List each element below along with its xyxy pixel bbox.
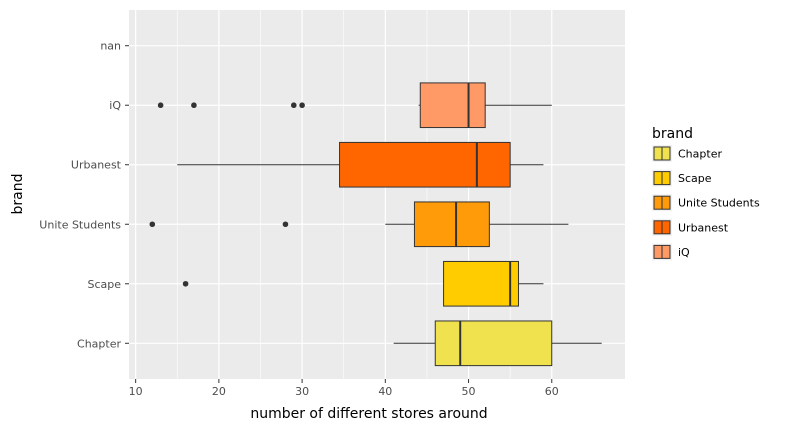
outlier-point — [282, 221, 289, 228]
legend-label: Unite Students — [678, 197, 760, 210]
y-tick-label: iQ — [109, 99, 121, 112]
box-unite-students — [149, 201, 569, 248]
x-tick-label: 30 — [295, 385, 309, 398]
box-iq — [157, 82, 552, 129]
legend-label: Scape — [678, 172, 712, 185]
y-tick-label: Urbanest — [71, 159, 122, 172]
box-iqr — [443, 260, 519, 307]
boxes-layer — [149, 82, 602, 367]
outlier-point — [299, 102, 305, 109]
box-iqr — [413, 201, 490, 248]
y-tick-label: Scape — [87, 278, 121, 291]
outlier-point — [290, 102, 297, 109]
legend-label: Urbanest — [678, 221, 729, 234]
box-iqr — [419, 82, 486, 129]
x-tick-label: 10 — [129, 385, 143, 398]
x-tick-label: 40 — [378, 385, 392, 398]
x-tick-label: 20 — [212, 385, 226, 398]
y-tick-label: nan — [100, 40, 121, 53]
legend-item-urbanest: Urbanest — [652, 218, 729, 236]
x-axis-title: number of different stores around — [250, 406, 487, 422]
outlier-point — [149, 221, 156, 228]
outlier-point — [191, 102, 197, 109]
legend-item-scape: Scape — [652, 169, 712, 187]
box-iqr — [434, 320, 553, 367]
legend-label: Chapter — [678, 148, 722, 161]
box-scape — [182, 260, 544, 307]
y-axis-title: brand — [10, 174, 26, 215]
legend-label: iQ — [678, 246, 690, 259]
x-tick-label: 50 — [462, 385, 476, 398]
box-iqr — [339, 141, 511, 188]
outlier-point — [157, 102, 164, 109]
box-chapter — [393, 320, 602, 367]
legend-title: brand — [652, 126, 693, 142]
y-axis-ticks: Chapter Scape Unite Students Urbanest iQ nan — [39, 40, 129, 350]
legend-item-chapter: Chapter — [652, 145, 722, 162]
legend: brand Chapter Scape Unite Students Urbanest… — [652, 126, 760, 261]
plot-panel — [129, 10, 625, 379]
minor-gridlines — [176, 10, 511, 379]
legend-item-unite-students: Unite Students — [652, 194, 760, 212]
legend-item-iq: iQ — [652, 243, 690, 261]
outlier-point — [182, 280, 189, 287]
x-axis-ticks: 10 20 30 40 50 60 — [129, 379, 559, 398]
y-tick-label: Chapter — [77, 337, 121, 350]
y-tick-label: Unite Students — [39, 218, 121, 231]
x-tick-label: 60 — [545, 385, 559, 398]
box-urbanest — [177, 141, 544, 188]
